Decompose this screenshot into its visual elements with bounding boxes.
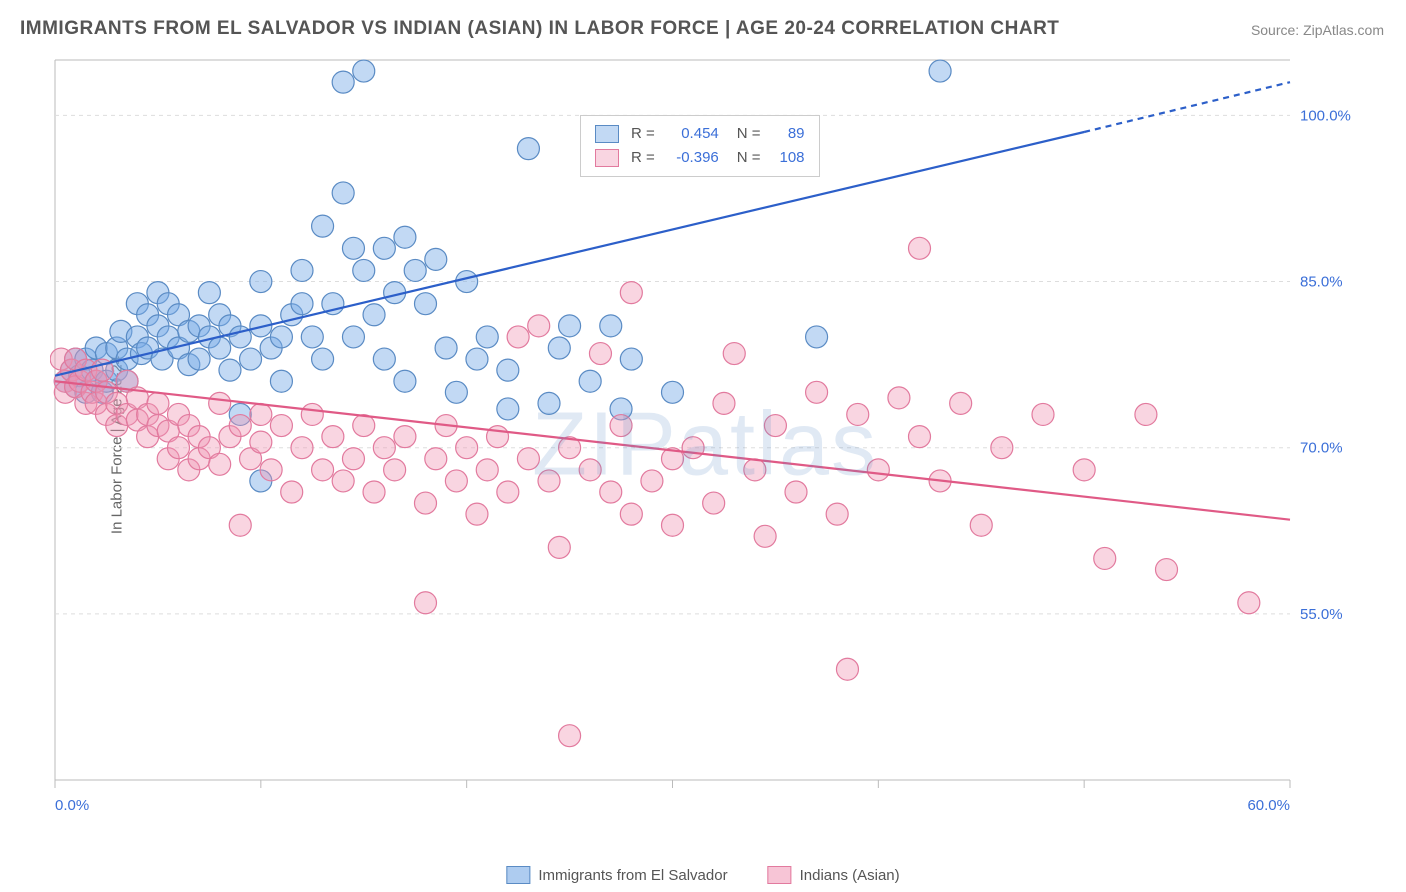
- r-label: R =: [631, 122, 655, 146]
- n-value: 108: [769, 146, 805, 170]
- chart-title: IMMIGRANTS FROM EL SALVADOR VS INDIAN (A…: [20, 18, 1059, 40]
- legend-row: R = -0.396 N = 108: [595, 146, 805, 170]
- svg-text:55.0%: 55.0%: [1300, 606, 1343, 623]
- n-label: N =: [737, 146, 761, 170]
- legend-swatch: [595, 149, 619, 167]
- svg-text:100.0%: 100.0%: [1300, 107, 1351, 124]
- legend-swatch: [506, 866, 530, 884]
- n-value: 89: [769, 122, 805, 146]
- source-attribution: Source: ZipAtlas.com: [1251, 22, 1384, 38]
- svg-text:70.0%: 70.0%: [1300, 440, 1343, 457]
- r-value: -0.396: [663, 146, 719, 170]
- series-legend: Immigrants from El Salvador Indians (Asia…: [506, 866, 899, 884]
- series-legend-label: Indians (Asian): [800, 867, 900, 884]
- series-legend-label: Immigrants from El Salvador: [538, 867, 727, 884]
- legend-swatch: [595, 125, 619, 143]
- chart-area: In Labor Force | Age 20-24 55.0%70.0%85.…: [50, 55, 1360, 835]
- n-label: N =: [737, 122, 761, 146]
- legend-swatch: [768, 866, 792, 884]
- svg-text:85.0%: 85.0%: [1300, 274, 1343, 291]
- svg-text:0.0%: 0.0%: [55, 797, 89, 814]
- legend-row: R = 0.454 N = 89: [595, 122, 805, 146]
- svg-text:60.0%: 60.0%: [1247, 797, 1290, 814]
- r-label: R =: [631, 146, 655, 170]
- correlation-legend: R = 0.454 N = 89 R = -0.396 N = 108: [580, 115, 820, 177]
- series-legend-item: Indians (Asian): [768, 866, 900, 884]
- r-value: 0.454: [663, 122, 719, 146]
- series-legend-item: Immigrants from El Salvador: [506, 866, 727, 884]
